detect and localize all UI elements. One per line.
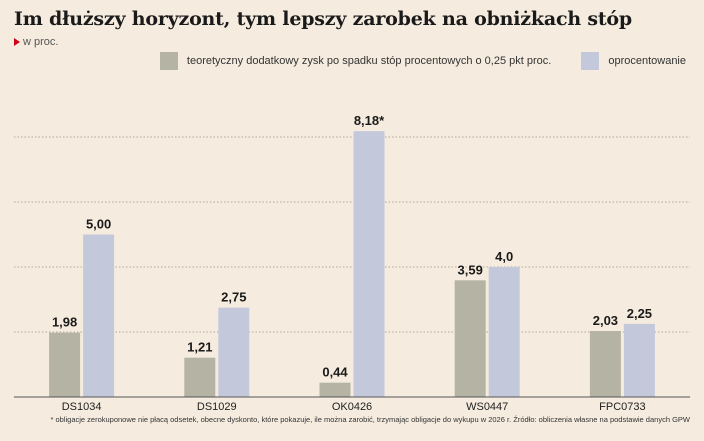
- x-tick-label: WS0447: [466, 401, 508, 413]
- legend-swatch-interest: [581, 52, 600, 70]
- x-tick-label: FPC0733: [599, 401, 645, 413]
- bar-gain: [319, 382, 351, 397]
- data-label-gain: 2,03: [593, 313, 618, 328]
- data-label-interest: 4,0: [495, 249, 513, 264]
- x-tick-label: DS1029: [197, 401, 237, 413]
- triangle-marker-icon: [14, 38, 20, 46]
- bar-gain: [184, 357, 216, 397]
- bar-interest: [353, 131, 385, 397]
- bar-interest: [218, 307, 250, 397]
- x-tick-label: OK0426: [332, 401, 372, 413]
- chart-title: Im dłuższy horyzont, tym lepszy zarobek …: [14, 8, 632, 30]
- legend-label-interest: oprocentowanie: [608, 55, 686, 67]
- legend-item-interest: oprocentowanie: [581, 52, 686, 70]
- footnote: * obligacje zerokuponowe nie płacą odset…: [50, 415, 690, 424]
- data-label-gain: 3,59: [458, 262, 483, 277]
- legend: teoretyczny dodatkowy zysk po spadku stó…: [159, 52, 686, 70]
- bar-gain: [589, 331, 621, 397]
- data-label-gain: 0,44: [322, 365, 348, 380]
- data-label-interest: 8,18*: [354, 113, 385, 128]
- bar-interest: [83, 234, 115, 397]
- legend-swatch-gain: [159, 52, 178, 70]
- data-label-interest: 2,25: [627, 306, 652, 321]
- unit-label: w proc.: [14, 36, 58, 48]
- bar-interest: [488, 267, 520, 397]
- bar-interest: [623, 323, 655, 397]
- legend-label-gain: teoretyczny dodatkowy zysk po spadku stó…: [186, 55, 552, 67]
- data-label-interest: 2,75: [221, 290, 246, 305]
- bar-gain: [454, 280, 486, 397]
- data-label-gain: 1,21: [187, 340, 212, 355]
- data-label-gain: 1,98: [52, 315, 77, 330]
- bar-gain: [49, 332, 81, 397]
- legend-item-gain: teoretyczny dodatkowy zysk po spadku stó…: [159, 52, 552, 70]
- x-tick-label: DS1034: [62, 401, 102, 413]
- unit-label-text: w proc.: [23, 36, 59, 48]
- data-label-interest: 5,00: [86, 217, 111, 232]
